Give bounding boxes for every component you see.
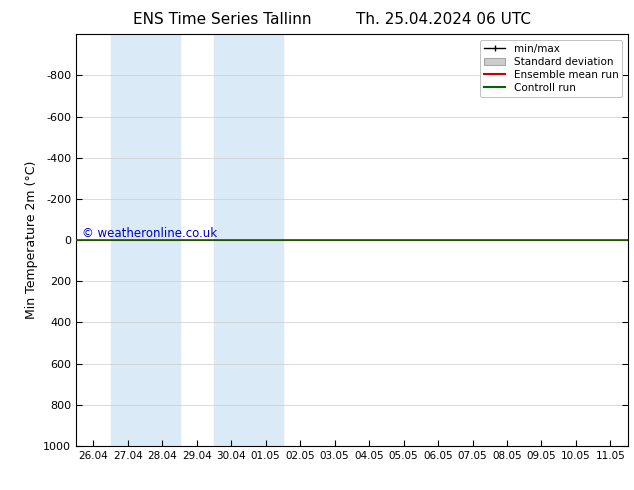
Text: © weatheronline.co.uk: © weatheronline.co.uk	[82, 227, 217, 240]
Bar	[214, 34, 283, 446]
Legend: min/max, Standard deviation, Ensemble mean run, Controll run: min/max, Standard deviation, Ensemble me…	[480, 40, 623, 97]
Bar	[110, 34, 179, 446]
Text: Th. 25.04.2024 06 UTC: Th. 25.04.2024 06 UTC	[356, 12, 531, 27]
Y-axis label: Min Temperature 2m (°C): Min Temperature 2m (°C)	[25, 161, 37, 319]
Text: ENS Time Series Tallinn: ENS Time Series Tallinn	[133, 12, 311, 27]
